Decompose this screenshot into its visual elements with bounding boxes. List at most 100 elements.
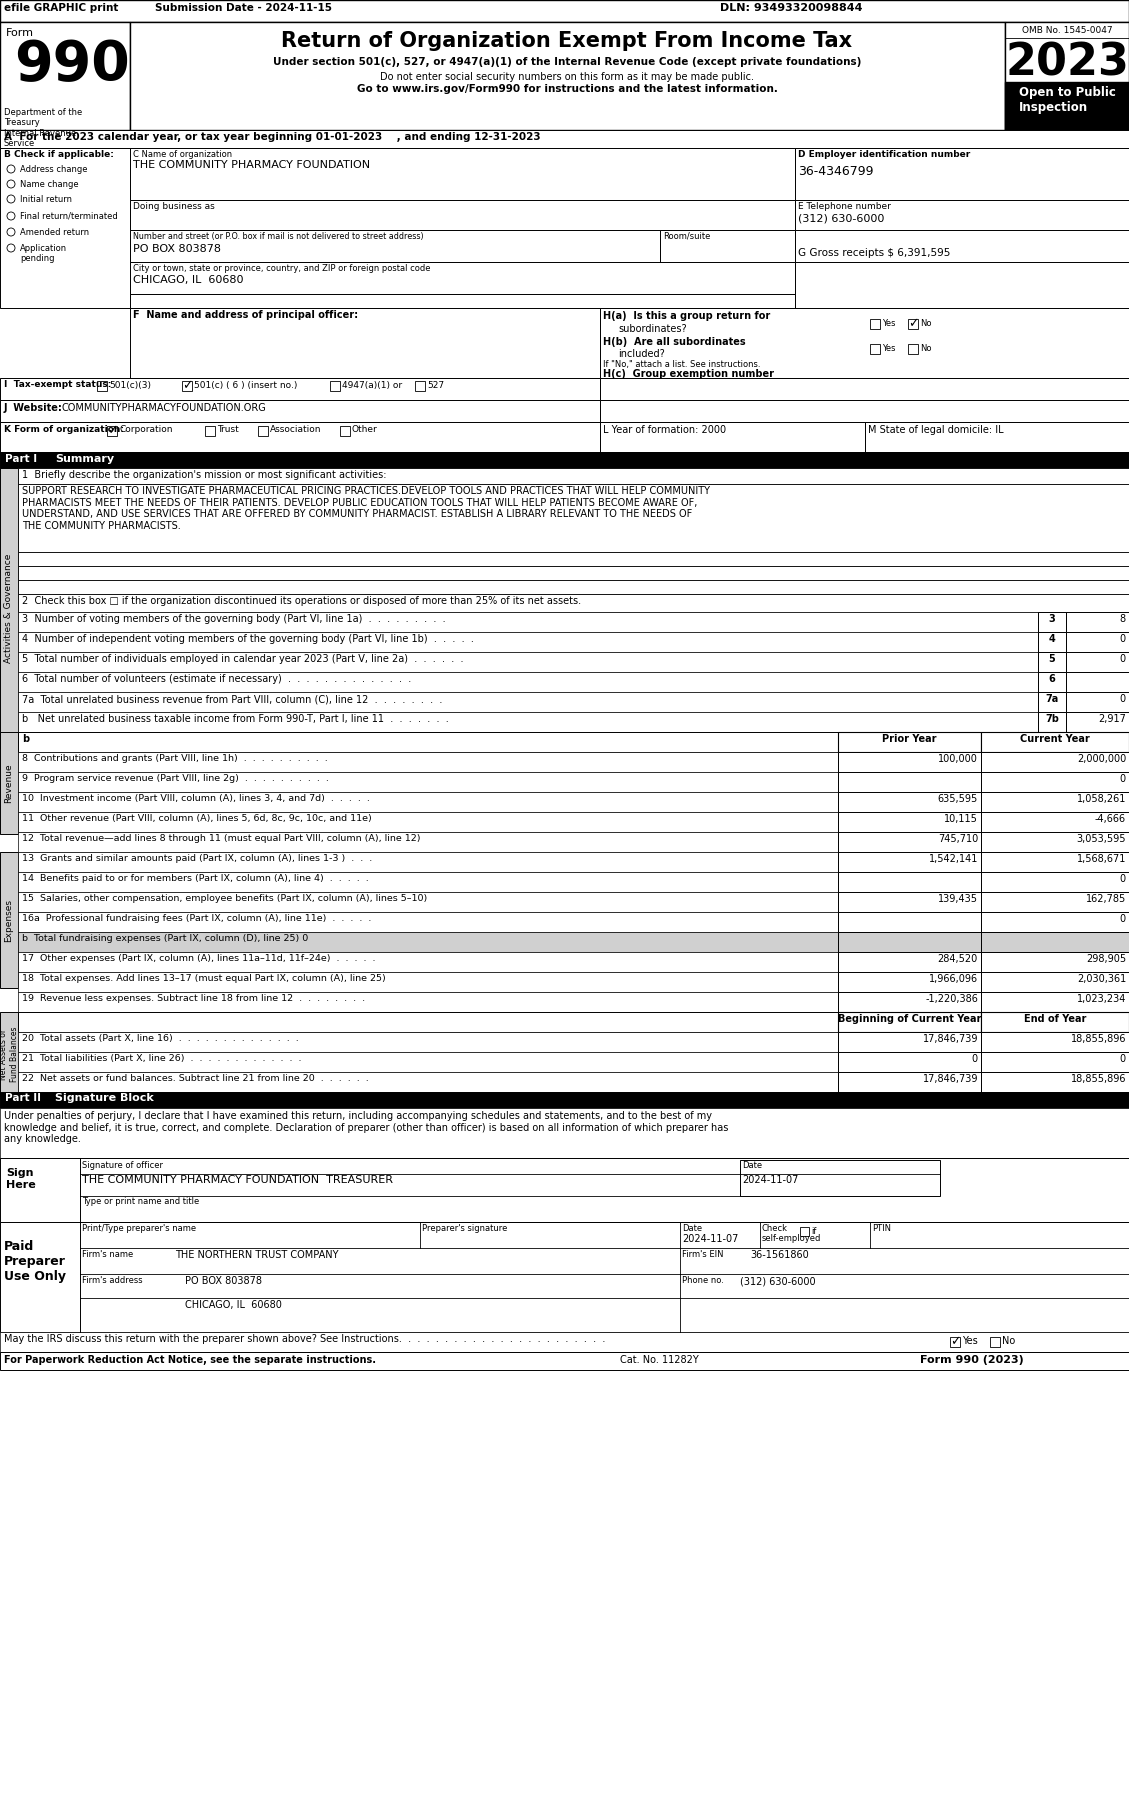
Text: Paid
Preparer
Use Only: Paid Preparer Use Only bbox=[5, 1241, 65, 1282]
Bar bbox=[1038, 631, 1066, 651]
Bar bbox=[981, 1031, 1129, 1051]
Bar bbox=[981, 831, 1129, 851]
Bar bbox=[18, 651, 1038, 671]
Bar bbox=[130, 200, 795, 229]
Bar bbox=[18, 551, 1129, 566]
Text: PTIN: PTIN bbox=[872, 1224, 891, 1233]
Bar bbox=[1066, 651, 1129, 671]
Bar bbox=[0, 1011, 18, 1097]
Bar bbox=[981, 1071, 1129, 1091]
Text: b: b bbox=[21, 735, 29, 744]
Text: M State of legal domicile: IL: M State of legal domicile: IL bbox=[868, 426, 1004, 435]
Bar bbox=[18, 1031, 838, 1051]
Text: Beginning of Current Year: Beginning of Current Year bbox=[838, 1013, 981, 1024]
Text: Address change: Address change bbox=[20, 166, 88, 175]
Bar bbox=[981, 991, 1129, 1011]
Text: 2  Check this box □ if the organization discontinued its operations or disposed : 2 Check this box □ if the organization d… bbox=[21, 597, 581, 606]
Bar bbox=[18, 971, 838, 991]
Text: 0: 0 bbox=[1120, 695, 1126, 704]
Bar bbox=[18, 851, 838, 871]
Text: (312) 630-6000: (312) 630-6000 bbox=[798, 215, 884, 224]
Bar bbox=[981, 771, 1129, 791]
Bar bbox=[1038, 691, 1066, 711]
Bar bbox=[18, 631, 1038, 651]
Bar bbox=[865, 422, 1129, 451]
Bar bbox=[0, 400, 599, 422]
Text: 14  Benefits paid to or for members (Part IX, column (A), line 4)  .  .  .  .  .: 14 Benefits paid to or for members (Part… bbox=[21, 873, 369, 882]
Bar bbox=[0, 422, 599, 451]
Text: ✓: ✓ bbox=[949, 1335, 961, 1348]
Bar bbox=[838, 851, 981, 871]
Text: 18,855,896: 18,855,896 bbox=[1070, 1033, 1126, 1044]
Text: Under penalties of perjury, I declare that I have examined this return, includin: Under penalties of perjury, I declare th… bbox=[5, 1111, 728, 1144]
Bar bbox=[18, 1011, 838, 1031]
Text: CHICAGO, IL  60680: CHICAGO, IL 60680 bbox=[185, 1301, 282, 1310]
Text: Corporation: Corporation bbox=[119, 426, 173, 435]
Text: -4,666: -4,666 bbox=[1095, 813, 1126, 824]
Bar bbox=[18, 611, 1038, 631]
Bar bbox=[130, 295, 795, 307]
Bar bbox=[1038, 711, 1066, 731]
Text: Association: Association bbox=[270, 426, 322, 435]
Text: Signature of officer: Signature of officer bbox=[82, 1161, 163, 1170]
Bar bbox=[870, 318, 879, 329]
Bar bbox=[870, 344, 879, 355]
Text: Do not enter social security numbers on this form as it may be made public.: Do not enter social security numbers on … bbox=[380, 73, 754, 82]
Text: 139,435: 139,435 bbox=[938, 893, 978, 904]
Text: 7b: 7b bbox=[1045, 715, 1059, 724]
Bar bbox=[0, 0, 1129, 22]
Bar bbox=[838, 771, 981, 791]
Bar bbox=[0, 467, 18, 748]
Bar bbox=[18, 991, 838, 1011]
Text: if: if bbox=[811, 1228, 816, 1235]
Text: 10,115: 10,115 bbox=[944, 813, 978, 824]
Text: 5  Total number of individuals employed in calendar year 2023 (Part V, line 2a) : 5 Total number of individuals employed i… bbox=[21, 655, 464, 664]
Text: 17,846,739: 17,846,739 bbox=[922, 1033, 978, 1044]
Text: 6: 6 bbox=[1049, 675, 1056, 684]
Text: 8: 8 bbox=[1120, 615, 1126, 624]
Text: Yes: Yes bbox=[882, 318, 895, 327]
Text: ✓: ✓ bbox=[182, 380, 192, 393]
Text: B Check if applicable:: B Check if applicable: bbox=[5, 149, 114, 158]
Text: 745,710: 745,710 bbox=[938, 833, 978, 844]
Bar bbox=[18, 891, 838, 911]
Bar bbox=[18, 751, 838, 771]
Text: Yes: Yes bbox=[882, 344, 895, 353]
Text: Under section 501(c), 527, or 4947(a)(1) of the Internal Revenue Code (except pr: Under section 501(c), 527, or 4947(a)(1)… bbox=[273, 56, 861, 67]
Bar bbox=[18, 1051, 838, 1071]
Text: Phone no.: Phone no. bbox=[682, 1275, 724, 1284]
Text: 2,917: 2,917 bbox=[1099, 715, 1126, 724]
Text: 635,595: 635,595 bbox=[938, 795, 978, 804]
Bar bbox=[0, 1159, 1129, 1222]
Text: 11  Other revenue (Part VIII, column (A), lines 5, 6d, 8c, 9c, 10c, and 11e): 11 Other revenue (Part VIII, column (A),… bbox=[21, 813, 371, 822]
Bar bbox=[981, 931, 1129, 951]
Bar bbox=[18, 580, 1129, 595]
Text: Expenses: Expenses bbox=[5, 899, 14, 942]
Text: I  Tax-exempt status:: I Tax-exempt status: bbox=[5, 380, 112, 389]
Text: 17  Other expenses (Part IX, column (A), lines 11a–11d, 11f–24e)  .  .  .  .  .: 17 Other expenses (Part IX, column (A), … bbox=[21, 953, 376, 962]
Text: E Telephone number: E Telephone number bbox=[798, 202, 891, 211]
Bar bbox=[1066, 671, 1129, 691]
Text: 0: 0 bbox=[1120, 913, 1126, 924]
Bar bbox=[0, 1332, 1129, 1352]
Bar bbox=[18, 731, 838, 751]
Text: PO BOX 803878: PO BOX 803878 bbox=[185, 1275, 262, 1286]
Text: 1,023,234: 1,023,234 bbox=[1077, 993, 1126, 1004]
Bar bbox=[18, 467, 1129, 484]
Bar bbox=[205, 426, 215, 437]
Text: THE COMMUNITY PHARMACY FOUNDATION: THE COMMUNITY PHARMACY FOUNDATION bbox=[133, 160, 370, 169]
Bar bbox=[18, 711, 1038, 731]
Bar bbox=[838, 811, 981, 831]
Bar bbox=[795, 147, 1129, 200]
Bar bbox=[18, 566, 1129, 580]
Text: OMB No. 1545-0047: OMB No. 1545-0047 bbox=[1022, 25, 1112, 35]
Text: Form 990 (2023): Form 990 (2023) bbox=[920, 1355, 1024, 1364]
Text: 7a  Total unrelated business revenue from Part VIII, column (C), line 12  .  .  : 7a Total unrelated business revenue from… bbox=[21, 695, 443, 704]
Bar bbox=[739, 1161, 940, 1197]
Text: 15  Salaries, other compensation, employee benefits (Part IX, column (A), lines : 15 Salaries, other compensation, employe… bbox=[21, 893, 427, 902]
Text: 4947(a)(1) or: 4947(a)(1) or bbox=[342, 380, 402, 389]
Bar bbox=[981, 911, 1129, 931]
Text: Application
pending: Application pending bbox=[20, 244, 67, 264]
Bar bbox=[838, 951, 981, 971]
Text: 0: 0 bbox=[1120, 655, 1126, 664]
